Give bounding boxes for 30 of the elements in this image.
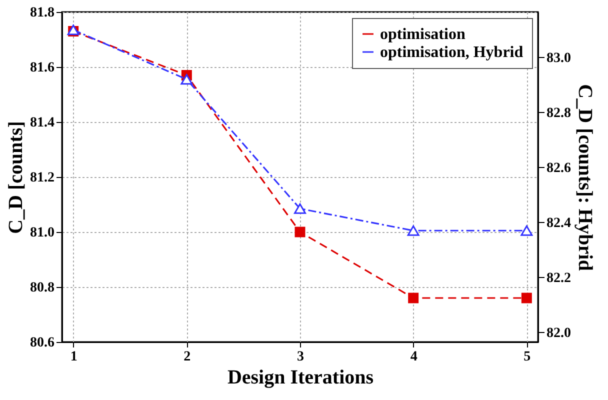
y2-tick-label: 82.4 <box>546 216 571 231</box>
y-tick-label: 81.8 <box>30 6 54 20</box>
y2-tick-label: 82.0 <box>546 326 571 341</box>
y-tick-label: 80.6 <box>30 336 54 350</box>
y-axis-title: C_D [counts] <box>5 121 27 234</box>
point <box>294 226 306 238</box>
point <box>408 292 419 304</box>
y-tick-label: 81.2 <box>30 170 54 186</box>
y2-tick-label: 82.6 <box>546 160 571 176</box>
legend-label: optimisation <box>380 26 466 43</box>
y-tick-label: 80.8 <box>30 280 54 296</box>
y-tick-label: 81.0 <box>30 226 54 240</box>
y2-axis-title: C_D [counts]: Hybrid <box>574 84 596 271</box>
x-tick-label: 4 <box>410 350 418 364</box>
y2-tick-label: 82.2 <box>546 270 571 286</box>
x-axis-title: Design Iterations <box>227 366 374 388</box>
legend-label: optimisation, Hybrid <box>380 44 524 61</box>
point <box>294 203 306 214</box>
y-tick-label: 81.6 <box>30 60 54 76</box>
point <box>180 74 193 85</box>
y2-tick-label: 82.8 <box>546 106 571 121</box>
point <box>407 225 420 236</box>
x-tick-label: 1 <box>70 350 78 364</box>
x-tick-label: 2 <box>184 350 191 364</box>
y2-tick-label: 83.0 <box>546 50 571 66</box>
point <box>521 292 532 304</box>
y-tick-label: 81.4 <box>30 116 54 130</box>
x-tick-label: 3 <box>297 350 304 364</box>
point <box>520 225 533 236</box>
x-tick-label: 5 <box>524 350 531 364</box>
